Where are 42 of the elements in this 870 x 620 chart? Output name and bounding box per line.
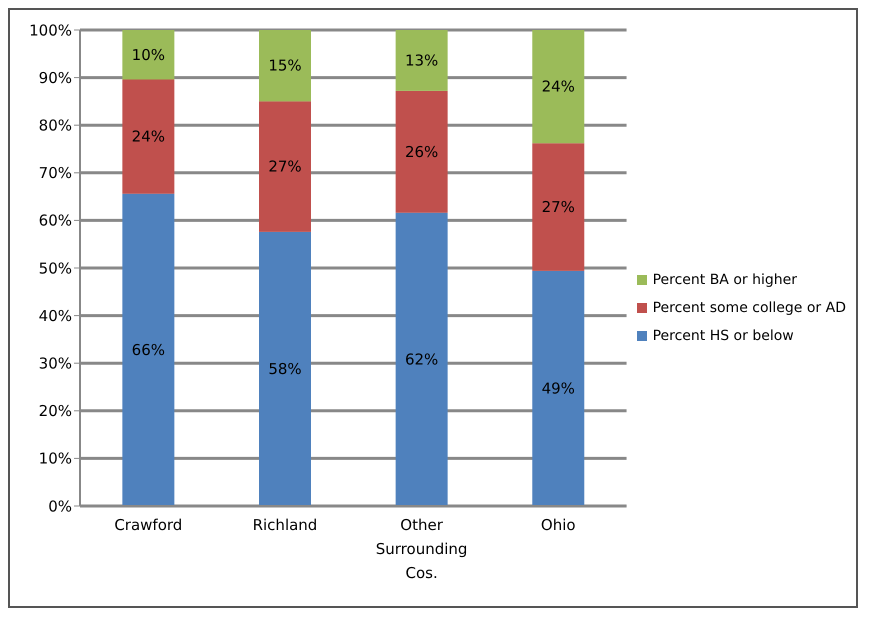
data-label: 62% [404, 350, 438, 368]
legend-label: Percent some college or AD [652, 300, 846, 316]
y-tick-label: 0% [48, 497, 72, 516]
data-label: 15% [268, 56, 302, 75]
bar [259, 101, 311, 232]
bar [396, 30, 448, 91]
bar [532, 270, 584, 506]
bar [396, 212, 448, 506]
data-label: 13% [404, 51, 438, 70]
data-label: 26% [404, 142, 438, 161]
y-tick-label: 60% [38, 212, 72, 230]
bar [122, 80, 174, 194]
data-label: 24% [132, 128, 166, 146]
y-tick-label: 50% [38, 259, 72, 278]
bar [532, 30, 584, 144]
bar [396, 90, 448, 213]
data-label: 58% [268, 360, 302, 378]
data-label: 27% [268, 158, 302, 176]
bar [532, 143, 584, 271]
data-label: 49% [542, 379, 575, 398]
y-tick-label: 10% [38, 450, 72, 468]
y-tick-label: 80% [38, 116, 72, 135]
data-label: 10% [132, 46, 166, 64]
x-tick-label: Other Surrounding Cos. [376, 516, 468, 582]
bar [259, 232, 311, 506]
x-tick-label: Richland [252, 516, 318, 534]
x-tick-label: Ohio [540, 516, 576, 534]
bar [122, 194, 174, 506]
y-tick-label: 100% [29, 21, 72, 40]
legend-label: Percent HS or below [652, 328, 794, 344]
y-tick-label: 40% [38, 306, 72, 325]
y-tick-label: 20% [38, 402, 72, 420]
y-tick-label: 90% [38, 68, 72, 87]
data-label: 24% [542, 78, 575, 96]
y-tick-label: 70% [38, 164, 72, 182]
x-tick-label: Crawford [114, 516, 182, 534]
data-label: 66% [132, 340, 166, 359]
data-label: 27% [542, 198, 575, 216]
bar [259, 30, 311, 102]
bar [122, 30, 174, 80]
legend-label: Percent BA or higher [652, 272, 797, 288]
y-tick-label: 30% [38, 354, 72, 373]
